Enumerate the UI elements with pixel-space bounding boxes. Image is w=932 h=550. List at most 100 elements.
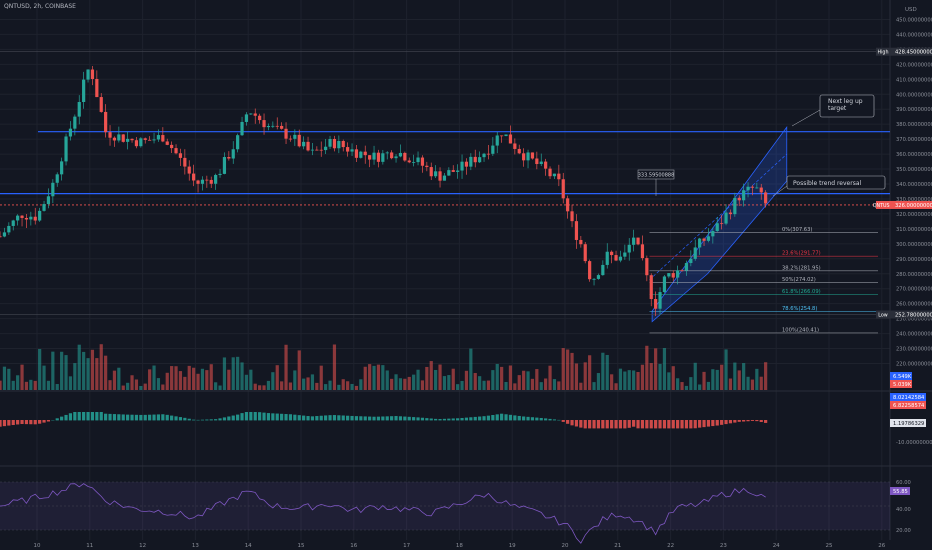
volume-bar <box>86 358 90 390</box>
macd-bar <box>240 413 244 421</box>
candle-body <box>51 182 55 197</box>
candle-body <box>698 238 702 248</box>
macd-bar <box>77 412 81 421</box>
price-tick: 290.00000000 <box>896 257 932 263</box>
fib-label: 23.6%(291.77) <box>782 251 821 257</box>
volume-bar <box>240 362 244 390</box>
candle-body <box>271 125 275 127</box>
volume-bar <box>711 369 715 390</box>
price-tick: 420.00000000 <box>896 62 932 68</box>
rsi-line <box>0 483 766 544</box>
volume-bar <box>20 364 24 390</box>
candle-body <box>55 174 59 183</box>
macd-bar <box>711 420 715 427</box>
candle-body <box>755 187 759 189</box>
macd-bar <box>60 416 64 421</box>
fib-label: 100%(240.41) <box>782 327 819 333</box>
candle-body <box>654 299 658 309</box>
time-tick: 17 <box>403 543 410 549</box>
price-tick: 280.00000000 <box>896 272 932 278</box>
macd-bar <box>574 420 579 427</box>
volume-bar <box>200 368 205 390</box>
last-tag-value: 326.00000000 <box>895 203 932 209</box>
candle-body <box>473 156 477 163</box>
macd-bar <box>275 413 279 421</box>
candle-body <box>526 152 530 161</box>
macd-bar <box>244 412 249 421</box>
volume-bar <box>425 366 429 390</box>
volume-bar <box>315 382 319 390</box>
candle-body <box>398 152 403 157</box>
macd-bar <box>192 419 196 421</box>
volume-bar <box>473 373 477 390</box>
macd-bar <box>676 420 680 429</box>
macd-bar <box>627 420 631 428</box>
time-axis[interactable]: 10 11 12 13 14 15 16 17 18 19 20 21 22 23 24 25 26 <box>34 543 886 549</box>
volume-bar <box>306 377 310 390</box>
candle-body <box>671 273 675 278</box>
volume-bar <box>464 370 469 390</box>
volume-bar <box>214 382 218 390</box>
macd-bar <box>293 414 297 421</box>
volume-tag: 5.039K <box>893 382 912 388</box>
candle-body <box>170 144 174 149</box>
candle-body <box>121 134 125 142</box>
volume-bar <box>394 374 398 390</box>
price-tick: 260.00000000 <box>896 302 932 308</box>
candle-body <box>205 179 209 181</box>
macd-bar <box>552 419 557 421</box>
candle-body <box>649 275 653 300</box>
macd-bar <box>82 412 86 421</box>
volume-bar <box>548 365 552 390</box>
macd-bar <box>117 414 121 421</box>
time-tick: 26 <box>878 543 885 549</box>
macd-bar <box>227 416 231 421</box>
candle-body <box>33 216 37 221</box>
candle-body <box>258 115 262 121</box>
reversal-box <box>786 175 886 190</box>
fib-retracement[interactable]: 0%(307.63) 23.6%(291.77) 38.2%(281.95) 50%(… <box>649 227 878 334</box>
macd-bar <box>742 420 746 422</box>
candle-body <box>636 237 640 245</box>
volume-bar <box>24 381 29 390</box>
candle-body <box>130 138 134 141</box>
volume-bar <box>332 344 337 390</box>
volume-bar <box>456 384 460 390</box>
macd-bar <box>544 418 548 421</box>
high-tag-value: 428.45000000 <box>895 50 932 56</box>
price-axis[interactable]: USD450.00000000440.00000000430.000000004… <box>873 7 932 534</box>
volume-bar <box>552 379 557 390</box>
macd-bar <box>178 417 183 421</box>
volume-bar <box>403 378 407 390</box>
volume-bar <box>605 354 609 390</box>
volume-bar <box>491 370 495 390</box>
macd-bar <box>174 416 178 421</box>
macd-bar <box>482 416 486 421</box>
candle-body <box>693 247 697 259</box>
macd-bar <box>346 415 350 421</box>
candle-body <box>381 153 385 162</box>
macd-bar <box>266 413 271 421</box>
candle-body <box>442 175 447 181</box>
horizontal-levels[interactable] <box>0 51 890 315</box>
macd-bar <box>438 419 442 421</box>
volume-bar <box>319 365 323 390</box>
candle-body <box>482 153 486 158</box>
volume-bar <box>535 369 539 390</box>
macd-bar <box>596 420 601 429</box>
volume-bar <box>658 363 662 390</box>
high-tag-value-bg <box>890 47 932 56</box>
fib-label: 38.2%(281.95) <box>782 265 821 271</box>
price-tick: 360.00000000 <box>896 152 932 158</box>
channel-fill <box>651 125 788 323</box>
volume-bar <box>654 348 658 390</box>
candle-body <box>627 244 631 253</box>
macd-bar <box>398 416 403 421</box>
macd-bar <box>601 420 605 429</box>
candle-body <box>337 140 341 149</box>
candle-body <box>11 220 15 226</box>
volume-bar <box>614 383 618 390</box>
volume-bar <box>442 376 447 390</box>
